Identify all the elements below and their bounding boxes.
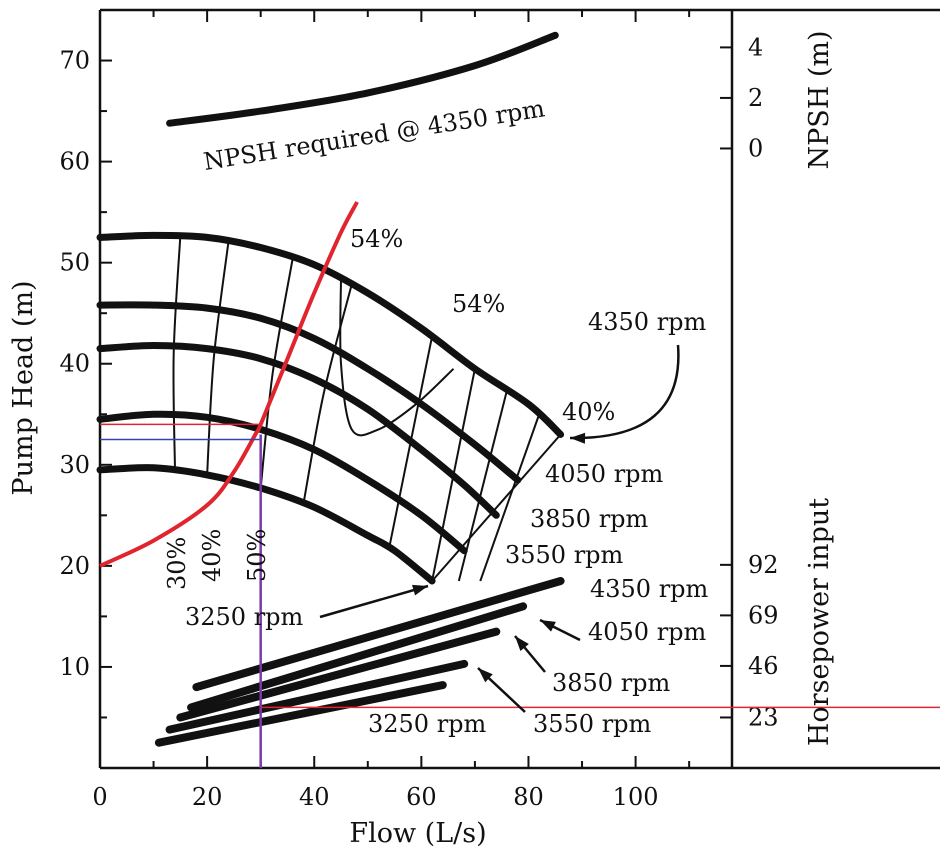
arrow-3250-head <box>319 584 429 619</box>
y-axis-title: Pump Head (m) <box>8 280 39 495</box>
x-tick-label: 80 <box>513 783 544 811</box>
y-tick-label: 30 <box>59 451 90 479</box>
arrow-4050-hp-head <box>540 620 556 632</box>
head-curve-3250-rpm <box>96 464 436 585</box>
arrow-4350-head-head <box>570 432 586 444</box>
efficiency-end-line <box>431 433 562 582</box>
npsh-tick-label: 4 <box>748 33 763 61</box>
npsh-tick-label: 2 <box>748 84 763 112</box>
head-curve-4050-rpm <box>96 301 522 484</box>
npsh-required-label: NPSH required @ 4350 rpm <box>202 94 547 176</box>
operating-point-lines <box>100 423 940 768</box>
horsepower-curve-4350-rpm <box>192 577 565 692</box>
y-tick-label: 10 <box>59 653 90 681</box>
y-tick-label: 20 <box>59 552 90 580</box>
efficiency-contour-line <box>259 257 294 489</box>
arrow-4350-head <box>569 344 680 440</box>
horsepower-curve-3550-rpm <box>165 659 469 734</box>
x-axis-title: Flow (L/s) <box>349 818 486 849</box>
efficiency-label-40: 40% <box>198 529 226 582</box>
x-tick-label: 20 <box>192 783 223 811</box>
horsepower-curve-3850-rpm <box>176 627 501 722</box>
x-tick-label: 0 <box>92 783 107 811</box>
efficiency-label-50: 50% <box>243 529 271 582</box>
plot-frame <box>98 8 940 770</box>
horsepower-tick-label: 92 <box>748 551 779 579</box>
efficiency-label-54-top: 54% <box>350 225 403 253</box>
system-curve <box>99 201 359 568</box>
efficiency-label-30: 30% <box>163 537 191 590</box>
speed-label-3550-hp: 3550 rpm <box>533 710 652 738</box>
speed-label-3550-head: 3550 rpm <box>505 541 624 569</box>
head-curve-3850-rpm <box>96 341 500 519</box>
x-tick-label: 60 <box>406 783 437 811</box>
horsepower-tick-label: 46 <box>748 652 779 680</box>
x-tick-label: 40 <box>299 783 330 811</box>
head-curve-4350-rpm <box>96 231 565 438</box>
horsepower-tick-label: 69 <box>748 601 779 629</box>
speed-label-3850-hp: 3850 rpm <box>552 669 671 697</box>
efficiency-contour-line <box>302 284 353 504</box>
speed-label-3250-head: 3250 rpm <box>185 603 304 631</box>
data-curves <box>96 31 565 747</box>
x-tick-label: 100 <box>613 783 659 811</box>
y-tick-label: 50 <box>59 249 90 277</box>
npsh-required-curve <box>166 31 559 127</box>
efficiency-contour-line <box>206 241 230 475</box>
speed-label-4350-hp: 4350 rpm <box>590 575 709 603</box>
horsepower-axis-title: Horsepower input <box>804 498 835 746</box>
efficiency-contour-line <box>172 236 182 471</box>
npsh-axis-title: NPSH (m) <box>804 30 835 169</box>
y-tick-label: 40 <box>59 350 90 378</box>
npsh-tick-label: 0 <box>748 134 763 162</box>
arrow-3850-hp-head <box>515 636 529 652</box>
horsepower-tick-label: 23 <box>748 703 779 731</box>
speed-label-4050-hp: 4050 rpm <box>588 618 707 646</box>
efficiency-contour-line <box>479 413 541 582</box>
horsepower-curve-4050-rpm <box>187 602 528 712</box>
speed-label-3250-hp: 3250 rpm <box>368 710 487 738</box>
speed-label-3850-head: 3850 rpm <box>530 505 649 533</box>
arrow-3550-hp-head <box>478 668 493 683</box>
head-curve-3550-rpm <box>96 410 468 555</box>
arrow-3250-head-head <box>412 584 428 596</box>
efficiency-label-54-mid: 54% <box>452 290 505 318</box>
y-tick-label: 60 <box>59 148 90 176</box>
speed-label-4050-head: 4050 rpm <box>545 460 664 488</box>
y-tick-label: 70 <box>59 47 90 75</box>
speed-label-4350-head: 4350 rpm <box>588 308 707 336</box>
efficiency-label-40-end: 40% <box>562 398 615 426</box>
horsepower-curve-3250-rpm <box>154 681 447 747</box>
